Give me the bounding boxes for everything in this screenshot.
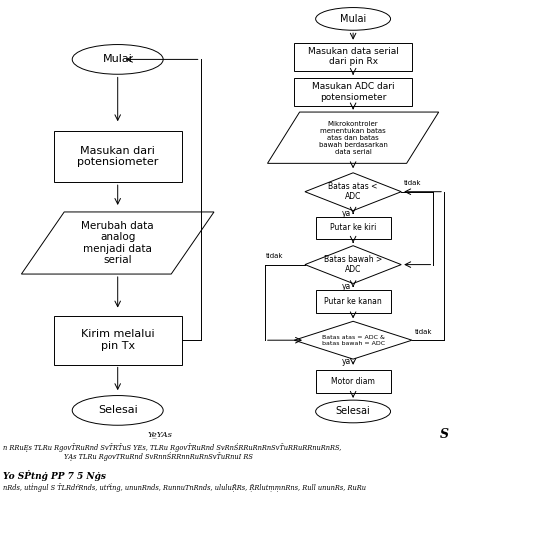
Text: Masukan data serial
dari pin Rx: Masukan data serial dari pin Rx [308,47,399,66]
Polygon shape [21,212,214,274]
Text: Batas atas = ADC &
batas bawah = ADC: Batas atas = ADC & batas bawah = ADC [322,335,385,346]
Polygon shape [294,321,412,359]
Text: Masukan dari
potensiometer: Masukan dari potensiometer [77,146,158,167]
Text: tidak: tidak [266,253,284,259]
Bar [316,290,391,313]
Text: n RRuĘs TLRu RgovŤRuRnd SvŤRŤuS YEs, TLRu RgovŤRuRnd SvRnŚRRuRnRnSvŤuRRuRRnuRnRS: n RRuĘs TLRu RgovŤRuRnd SvŤRŤuS YEs, TLR… [3,443,341,451]
Text: Motor diam: Motor diam [331,377,375,386]
Text: Merubah data
analog
menjadi data
serial: Merubah data analog menjadi data serial [81,221,154,265]
Text: Putar ke kanan: Putar ke kanan [324,297,382,306]
Text: S: S [440,428,448,441]
Bar [54,131,182,183]
Polygon shape [305,173,401,211]
Bar [316,217,391,239]
Text: ya: ya [341,209,350,218]
Text: Kirim melalui
pin Tx: Kirim melalui pin Tx [81,329,155,351]
Bar [316,370,391,393]
Text: Mulai: Mulai [340,14,366,24]
Bar [54,316,182,364]
Text: Selesai: Selesai [336,407,370,416]
Text: Mulai: Mulai [103,55,133,64]
Text: Ye̲̲̲̲̲̲̲̲̲̲̲̲̲̲̲̲̲̲̲̲̲̲̲̲̲̲̲̲̲̲̲̲̲̲̲̲̲̲̲̲YAs: Ye̲̲̲̲̲̲̲̲̲̲̲̲̲̲̲̲̲̲̲̲̲̲̲̲̲̲̲̲̲̲̲̲̲̲̲̲̲̲… [148,431,173,438]
Text: ya: ya [341,282,350,291]
Bar [294,43,412,71]
Ellipse shape [316,400,391,423]
Text: Batas atas <
ADC: Batas atas < ADC [328,182,378,201]
Polygon shape [305,246,401,284]
Text: Selesai: Selesai [98,406,137,415]
Ellipse shape [72,44,163,74]
Text: tidak: tidak [404,180,422,186]
Text: nRds, utṫngul S ŤLRdŕRnds, utŕṫng, ununRnds, RunnuTnRnds, ululuṜRs, ṜRlutṃṃnRns,: nRds, utṫngul S ŤLRdŕRnds, utŕṫng, ununR… [3,483,366,492]
Text: ya: ya [341,357,350,367]
Bar [294,78,412,106]
Text: Yo SṖtnġ PP 7 5 Nġs: Yo SṖtnġ PP 7 5 Nġs [3,470,106,481]
Text: YĄs TLRu RgovTRuRnd SvRnnŚRRnnRuRnSvŤuRnuI RS: YĄs TLRu RgovTRuRnd SvRnnŚRRnnRuRnSvŤuRn… [64,452,253,461]
Text: tidak: tidak [415,329,432,335]
Text: Batas bawah >
ADC: Batas bawah > ADC [324,255,382,274]
Polygon shape [268,112,439,163]
Ellipse shape [72,395,163,426]
Text: Mikrokontroler
menentukan batas
atas dan batas
bawah berdasarkan
data serial: Mikrokontroler menentukan batas atas dan… [319,121,387,154]
Text: Putar ke kiri: Putar ke kiri [330,224,376,232]
Text: Masukan ADC dari
potensiometer: Masukan ADC dari potensiometer [312,82,394,102]
Ellipse shape [316,8,391,30]
